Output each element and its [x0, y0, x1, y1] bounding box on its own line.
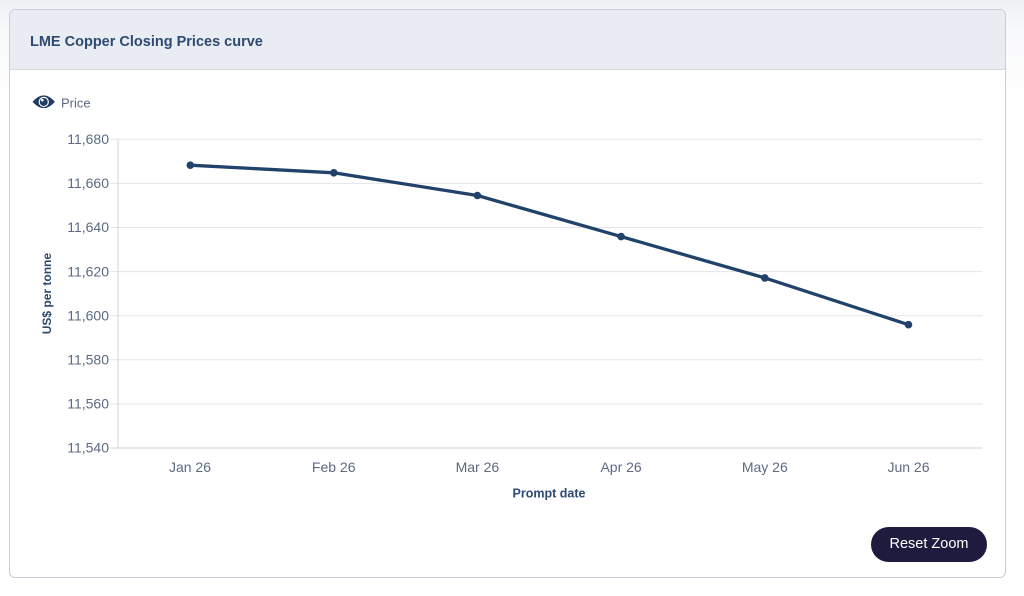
- svg-text:Mar 26: Mar 26: [456, 459, 500, 475]
- svg-text:11,620: 11,620: [67, 263, 109, 279]
- svg-text:11,580: 11,580: [67, 352, 109, 368]
- svg-text:Feb 26: Feb 26: [312, 459, 356, 475]
- svg-text:Jan 26: Jan 26: [169, 459, 211, 475]
- svg-text:11,640: 11,640: [67, 219, 109, 235]
- svg-text:11,560: 11,560: [67, 396, 109, 412]
- svg-text:May 26: May 26: [742, 459, 788, 475]
- svg-text:11,600: 11,600: [67, 307, 109, 323]
- svg-text:Apr 26: Apr 26: [600, 459, 641, 475]
- svg-text:US$ per tonne: US$ per tonne: [40, 253, 54, 335]
- svg-text:Prompt date: Prompt date: [513, 487, 586, 501]
- svg-text:11,540: 11,540: [67, 440, 109, 456]
- svg-text:11,680: 11,680: [67, 131, 109, 147]
- svg-text:Jun 26: Jun 26: [887, 459, 929, 475]
- svg-text:11,660: 11,660: [67, 175, 109, 191]
